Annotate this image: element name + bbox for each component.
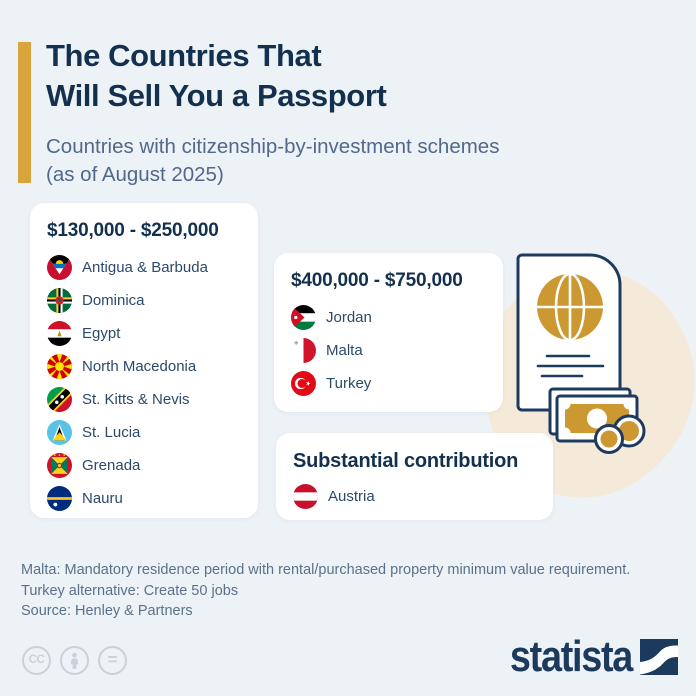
flag-malta-icon: [291, 338, 316, 363]
card-heading: $130,000 - $250,000: [47, 220, 219, 241]
page-title: The Countries That Will Sell You a Passp…: [46, 36, 387, 116]
license-badges: CC =: [22, 646, 127, 675]
flag-dominica-icon: [47, 288, 72, 313]
statista-wordmark: statista: [509, 632, 633, 681]
country-label: North Macedonia: [82, 358, 197, 375]
flag-st-kitts-nevis-icon: [47, 387, 72, 412]
source-line: Source: Henley & Partners: [21, 603, 193, 619]
country-label: Nauru: [82, 490, 123, 507]
flag-nauru-icon: [47, 486, 72, 511]
country-label: Grenada: [82, 457, 141, 474]
flag-jordan-icon: [291, 305, 316, 330]
statista-logo[interactable]: statista: [490, 632, 678, 681]
coins-icon: [594, 414, 646, 454]
globe-icon: [537, 272, 603, 342]
flag-antigua-barbuda-icon: [47, 255, 72, 280]
country-row: Antigua & Barbuda: [47, 255, 242, 280]
country-row: Egypt: [47, 321, 242, 346]
country-row: Turkey: [291, 371, 487, 396]
page-subtitle: Countries with citizenship-by-investment…: [46, 133, 499, 189]
flag-turkey-icon: [291, 371, 316, 396]
passport-text-lines: [536, 354, 605, 378]
country-label: Antigua & Barbuda: [82, 259, 208, 276]
substantial-contribution-card: Substantial contribution Austria: [276, 433, 553, 520]
title-line-1: The Countries That: [46, 38, 322, 73]
card-heading: $400,000 - $750,000: [291, 270, 463, 291]
title-line-2: Will Sell You a Passport: [46, 78, 387, 113]
price-card-400k-750k: $400,000 - $750,000 Jordan Malta Turkey: [274, 253, 503, 412]
country-row: Jordan: [291, 305, 487, 330]
country-row: Nauru: [47, 486, 242, 511]
flag-grenada-icon: [47, 453, 72, 478]
country-label: Austria: [328, 488, 375, 505]
country-label: Dominica: [82, 292, 145, 309]
flag-austria-icon: [293, 484, 318, 509]
footnote-turkey: Turkey alternative: Create 50 jobs: [21, 583, 239, 599]
equal-label: =: [107, 650, 118, 669]
flag-egypt-icon: [47, 321, 72, 346]
country-label: Malta: [326, 342, 363, 359]
cc-no-derivatives-icon[interactable]: =: [98, 646, 127, 675]
country-label: St. Kitts & Nevis: [82, 391, 190, 408]
cc-label: CC: [28, 653, 45, 666]
country-row: Dominica: [47, 288, 242, 313]
country-row: North Macedonia: [47, 354, 242, 379]
country-label: Egypt: [82, 325, 121, 342]
country-label: Jordan: [326, 309, 372, 326]
country-label: St. Lucia: [82, 424, 141, 441]
cc-license-icon[interactable]: CC: [22, 646, 51, 675]
flag-north-macedonia-icon: [47, 354, 72, 379]
country-row: St. Lucia: [47, 420, 242, 445]
country-row: Grenada: [47, 453, 242, 478]
country-label: Turkey: [326, 375, 372, 392]
subtitle-line-2: (as of August 2025): [46, 163, 224, 186]
footnotes: Malta: Mandatory residence period with r…: [21, 560, 630, 602]
cc-attribution-person-icon[interactable]: [60, 646, 89, 675]
country-row: St. Kitts & Nevis: [47, 387, 242, 412]
statista-logo-mark-icon: [640, 639, 678, 675]
accent-bar: [18, 42, 31, 183]
footnote-malta: Malta: Mandatory residence period with r…: [21, 562, 631, 578]
country-row: Malta: [291, 338, 487, 363]
flag-st-lucia-icon: [47, 420, 72, 445]
card-heading: Substantial contribution: [293, 450, 519, 472]
subtitle-line-1: Countries with citizenship-by-investment…: [46, 135, 500, 158]
country-row: Austria: [293, 484, 537, 509]
price-card-130k-250k: $130,000 - $250,000 Antigua & Barbuda Do…: [30, 203, 258, 518]
